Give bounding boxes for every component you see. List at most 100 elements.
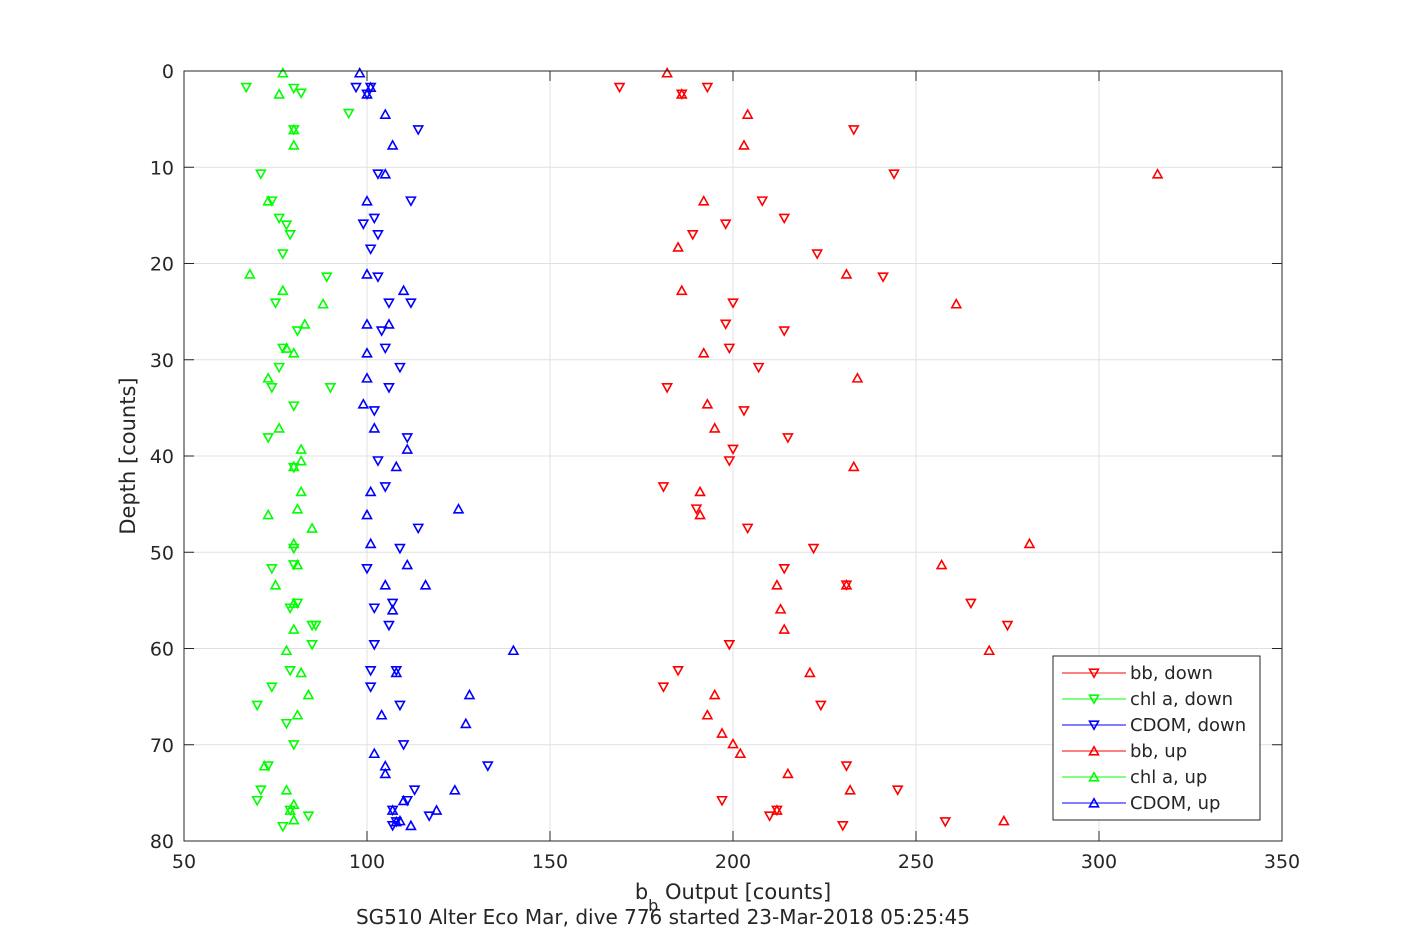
legend-item: CDOM, up (1062, 793, 1220, 814)
data-point (459, 717, 472, 729)
data-point (375, 326, 388, 337)
data-point (361, 563, 373, 575)
data-point (350, 82, 362, 94)
data-point (262, 761, 275, 772)
data-point (287, 123, 300, 135)
x-tick-label: 200 (715, 851, 751, 873)
data-point (397, 794, 410, 806)
data-point (258, 760, 271, 771)
data-point (265, 563, 278, 575)
data-point (774, 603, 787, 614)
data-point (708, 688, 721, 700)
data-point (983, 644, 996, 656)
data-point (397, 284, 410, 296)
legend-marker (1088, 771, 1100, 782)
data-point (287, 460, 300, 472)
data-point (284, 666, 296, 677)
data-point (408, 785, 421, 796)
data-point (364, 537, 377, 549)
data-point (287, 139, 300, 150)
data-point (287, 401, 300, 412)
legend-marker (1088, 745, 1100, 756)
data-point (390, 666, 403, 678)
y-tick-label: 30 (150, 350, 174, 372)
data-point (276, 67, 289, 78)
data-point (302, 688, 315, 700)
data-point (851, 372, 864, 383)
data-point (672, 666, 684, 677)
data-point (386, 598, 399, 610)
data-point (727, 444, 739, 456)
legend-label: CDOM, down (1130, 715, 1246, 736)
legend-marker (1088, 668, 1100, 679)
data-point (394, 543, 406, 555)
data-point (782, 767, 794, 779)
data-point (423, 811, 436, 822)
data-point (965, 598, 977, 610)
data-point (405, 819, 417, 831)
data-point (613, 82, 626, 94)
y-tick-label: 60 (150, 639, 174, 661)
legend-label: chl a, up (1130, 767, 1207, 788)
data-point (262, 195, 275, 206)
data-point (888, 169, 900, 180)
data-point (291, 558, 304, 570)
series-4 (244, 67, 329, 825)
data-point (364, 682, 377, 693)
data-point (657, 682, 670, 693)
data-point (997, 814, 1010, 826)
y-tick-label: 70 (150, 735, 174, 757)
data-point (240, 82, 253, 94)
data-point (295, 485, 307, 497)
y-tick-label: 10 (150, 157, 174, 179)
data-point (364, 666, 377, 677)
data-point (320, 272, 333, 283)
data-point (379, 168, 392, 179)
data-point (412, 523, 425, 535)
data-point (276, 284, 289, 296)
data-point (317, 298, 329, 309)
data-point (291, 708, 304, 720)
data-point (251, 795, 264, 807)
data-point (255, 169, 267, 180)
data-point (379, 767, 392, 779)
data-point (719, 319, 732, 331)
data-point (368, 406, 381, 417)
data-point (723, 456, 736, 467)
data-point (723, 640, 736, 651)
data-point (661, 67, 673, 78)
legend-label: bb, down (1130, 663, 1213, 684)
data-point (840, 761, 853, 772)
legend-marker (1088, 694, 1100, 705)
data-point (364, 244, 377, 255)
data-point (383, 318, 395, 329)
data-point (379, 343, 392, 355)
data-point (716, 727, 728, 738)
data-point (778, 623, 791, 634)
data-point (738, 139, 750, 150)
data-point (273, 362, 286, 374)
data-point (280, 220, 293, 231)
data-point (361, 195, 373, 206)
data-point (694, 508, 706, 520)
data-point (262, 433, 275, 444)
data-point (690, 504, 703, 515)
data-point (697, 195, 710, 206)
data-point (778, 563, 791, 575)
data-point (295, 88, 307, 100)
x-tick-label: 150 (532, 851, 568, 873)
data-point (324, 383, 337, 394)
data-point (771, 579, 783, 590)
data-point (306, 640, 318, 651)
x-axis-label-main: b (635, 880, 648, 904)
data-point (397, 740, 410, 751)
data-point (716, 795, 728, 807)
data-point (394, 814, 406, 826)
data-point (401, 558, 414, 570)
data-point (386, 804, 399, 815)
data-point (778, 213, 791, 225)
series-layer (240, 67, 1164, 833)
data-point (390, 460, 403, 472)
data-point (265, 383, 278, 394)
